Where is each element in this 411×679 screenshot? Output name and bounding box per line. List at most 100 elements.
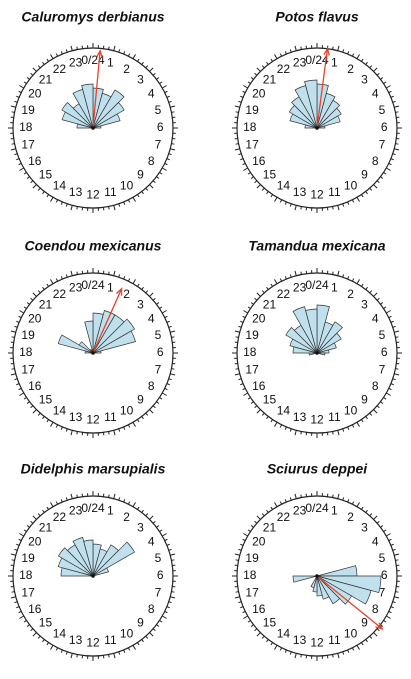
dial-tick bbox=[243, 85, 248, 89]
dial-tick bbox=[390, 543, 394, 546]
dial-tick bbox=[369, 513, 373, 517]
hour-label: 13 bbox=[69, 410, 83, 424]
dial-tick bbox=[23, 529, 27, 532]
hour-label: 7 bbox=[155, 363, 162, 377]
rose-bar bbox=[316, 352, 326, 356]
mean-vector bbox=[92, 288, 123, 354]
dial-tick bbox=[247, 81, 251, 84]
dial-tick bbox=[137, 506, 140, 510]
hour-label: 13 bbox=[293, 185, 307, 199]
hour-label: 12 bbox=[310, 187, 324, 201]
dial-tick bbox=[300, 206, 302, 210]
dial-tick bbox=[55, 199, 59, 203]
hour-label: 2 bbox=[123, 510, 130, 524]
dial-tick bbox=[270, 194, 273, 198]
dial-tick bbox=[30, 180, 34, 184]
dial-tick bbox=[392, 325, 396, 328]
hour-label: 17 bbox=[21, 363, 35, 377]
dial-tick bbox=[373, 184, 378, 189]
dial-tick bbox=[152, 72, 156, 76]
hour-label: 16 bbox=[252, 602, 266, 616]
dial-tick bbox=[284, 276, 287, 280]
dial-tick bbox=[159, 529, 163, 532]
dial-tick bbox=[390, 383, 394, 386]
dial-tick bbox=[141, 416, 144, 420]
hour-label: 2 bbox=[123, 62, 130, 76]
dial-tick bbox=[234, 373, 240, 376]
dial-tick bbox=[394, 105, 400, 108]
hour-label: 0/24 bbox=[305, 278, 329, 292]
hour-label: 11 bbox=[328, 633, 341, 647]
dial-tick bbox=[242, 315, 246, 319]
hour-label: 3 bbox=[137, 298, 144, 312]
rose-bar bbox=[61, 102, 94, 129]
hour-label: 1 bbox=[331, 280, 338, 294]
arrow-head bbox=[96, 49, 103, 58]
dial-tick bbox=[373, 515, 378, 520]
dial-tick bbox=[162, 533, 167, 537]
rose-bar bbox=[316, 349, 330, 354]
dial-tick bbox=[383, 397, 387, 400]
rose-bar bbox=[316, 575, 323, 597]
dial-tick bbox=[171, 143, 175, 145]
dial-tick bbox=[284, 51, 287, 55]
dial-tick bbox=[361, 419, 364, 423]
dial-tick bbox=[171, 111, 175, 113]
rose-bar bbox=[316, 321, 343, 354]
dial-tick bbox=[23, 81, 27, 84]
dial-tick bbox=[383, 172, 387, 175]
dial-tick bbox=[123, 649, 126, 653]
rose-bar bbox=[92, 350, 102, 354]
dial-tick bbox=[145, 65, 149, 69]
dial-tick bbox=[242, 387, 246, 391]
dial-tick bbox=[351, 278, 355, 282]
rose-bar bbox=[316, 332, 342, 354]
dial-tick bbox=[118, 428, 121, 432]
dial-tick bbox=[171, 591, 175, 593]
hour-label: 23 bbox=[69, 280, 83, 294]
hour-label: 13 bbox=[69, 633, 83, 647]
dial-tick bbox=[394, 373, 400, 376]
dial-tick bbox=[113, 430, 116, 436]
dial-tick bbox=[42, 286, 45, 290]
dial-tick bbox=[390, 158, 394, 161]
rose-bar bbox=[285, 327, 318, 354]
dial-tick bbox=[289, 274, 292, 278]
dial-tick bbox=[42, 509, 45, 513]
dial-tick bbox=[168, 100, 172, 103]
dial-tick bbox=[65, 274, 68, 278]
dial-tick bbox=[164, 315, 168, 319]
arrow-head bbox=[375, 622, 384, 630]
hour-label: 3 bbox=[361, 298, 368, 312]
dial-tick bbox=[37, 187, 41, 191]
dial-tick bbox=[254, 520, 258, 524]
hour-label: 8 bbox=[372, 154, 379, 168]
rose-bar bbox=[72, 536, 94, 577]
dial-tick bbox=[166, 383, 170, 386]
dial-tick bbox=[247, 529, 251, 532]
rose-bar bbox=[310, 575, 318, 589]
hour-label: 11 bbox=[104, 410, 117, 424]
dial-tick bbox=[152, 520, 156, 524]
dial-tick bbox=[108, 431, 110, 435]
hour-label: 5 bbox=[155, 103, 162, 117]
dial-tick bbox=[156, 176, 160, 179]
dial-tick bbox=[118, 497, 121, 501]
dial-tick bbox=[137, 194, 140, 198]
hour-label: 14 bbox=[277, 626, 291, 640]
dial-tick bbox=[274, 279, 278, 284]
dial-tick bbox=[166, 95, 170, 98]
dial-tick bbox=[11, 111, 15, 113]
hour-label: 15 bbox=[39, 168, 53, 182]
dial-tick bbox=[250, 624, 254, 627]
hour-label: 0/24 bbox=[81, 501, 105, 515]
dial-tick bbox=[394, 148, 400, 151]
dial-tick bbox=[14, 325, 18, 328]
dial-tick bbox=[32, 515, 37, 520]
dial-tick bbox=[261, 65, 265, 69]
mean-vector bbox=[316, 575, 383, 630]
rose-bar bbox=[316, 575, 341, 605]
dial-tick bbox=[145, 187, 149, 191]
dial-tick bbox=[19, 615, 24, 619]
